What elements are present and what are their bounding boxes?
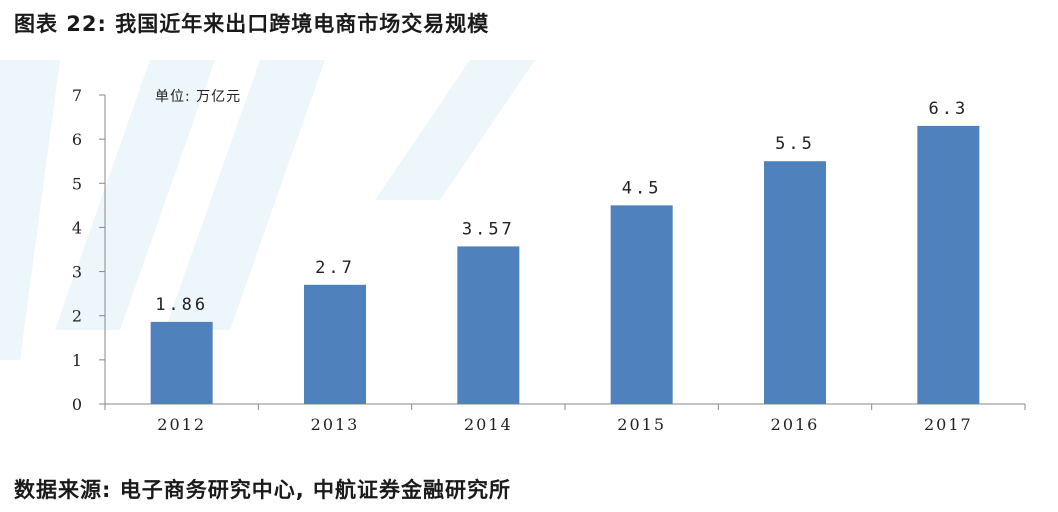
data-label: 2.7	[315, 258, 355, 278]
watermark-shape	[0, 60, 60, 360]
y-tick-label: 2	[72, 307, 82, 326]
data-label: 1.86	[155, 295, 208, 315]
x-tick-label: 2013	[311, 415, 360, 434]
figure-title: 图表 22: 我国近年来出口跨境电商市场交易规模	[14, 12, 490, 36]
x-tick-label: 2017	[924, 415, 973, 434]
source-note: 数据来源: 电子商务研究中心, 中航证券金融研究所	[14, 478, 511, 502]
x-tick-label: 2015	[617, 415, 666, 434]
watermark-shape	[375, 60, 535, 200]
bar	[917, 125, 980, 405]
data-label: 5.5	[775, 134, 815, 154]
x-tick-label: 2014	[464, 415, 513, 434]
bars: 1.86 2.7 3.57 4.5 5.5 6.3	[150, 99, 980, 405]
data-label: 3.57	[462, 219, 515, 239]
y-axis: 0 1 2 3 4 5 6 7	[72, 86, 106, 414]
bar	[764, 161, 826, 404]
data-label: 6.3	[928, 99, 968, 119]
unit-label: 单位: 万亿元	[155, 89, 241, 105]
y-tick-label: 0	[72, 395, 82, 414]
y-tick-label: 7	[72, 86, 82, 105]
bar	[610, 205, 673, 404]
y-tick-label: 4	[72, 218, 82, 237]
x-axis: 2012 2013 2014 2015 2016 2017	[104, 403, 1026, 434]
data-label: 4.5	[622, 178, 662, 198]
y-tick-label: 1	[72, 351, 82, 370]
bar	[304, 284, 366, 404]
watermark-shape	[165, 60, 325, 330]
watermark-shape	[55, 60, 215, 330]
x-tick-label: 2012	[157, 415, 206, 434]
watermark-logo	[0, 60, 535, 360]
y-tick-label: 3	[72, 263, 82, 282]
y-tick-label: 5	[72, 174, 82, 193]
bar	[457, 246, 520, 404]
y-tick-label: 6	[72, 130, 82, 149]
bar	[150, 321, 213, 404]
x-tick-label: 2016	[771, 415, 820, 434]
